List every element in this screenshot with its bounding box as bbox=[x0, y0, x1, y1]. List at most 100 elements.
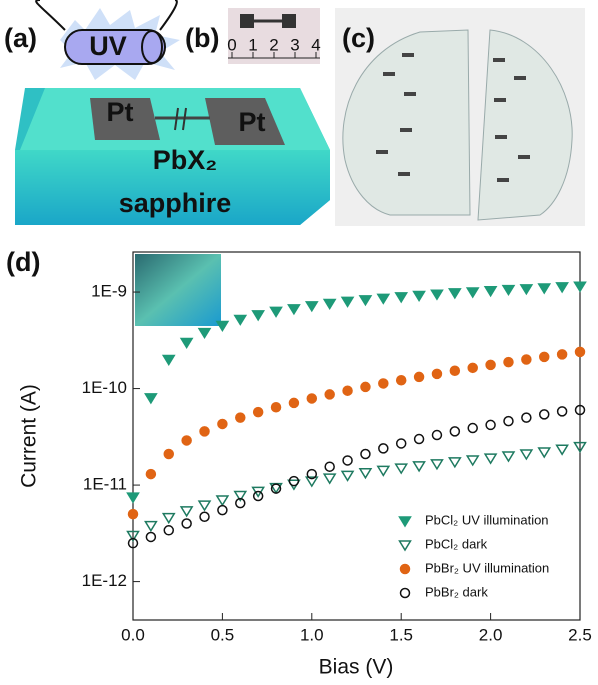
point bbox=[413, 433, 425, 445]
point bbox=[521, 412, 532, 423]
lamp bbox=[64, 29, 166, 65]
point bbox=[503, 415, 514, 427]
point bbox=[465, 287, 480, 299]
point bbox=[199, 426, 210, 437]
y-tick-label: 1E-12 bbox=[82, 571, 127, 590]
point bbox=[501, 284, 516, 297]
film-label: PbX₂ bbox=[153, 145, 218, 175]
point bbox=[449, 426, 461, 437]
point bbox=[519, 284, 534, 296]
panel-label: (c) bbox=[342, 23, 375, 53]
point bbox=[574, 346, 586, 358]
point bbox=[179, 506, 194, 518]
point bbox=[306, 468, 318, 480]
point bbox=[412, 461, 426, 473]
x-tick-label: 1.0 bbox=[300, 625, 324, 644]
substrate-label: sapphire bbox=[119, 188, 232, 218]
panel-label: (b) bbox=[185, 23, 219, 53]
ruler-number: 1 bbox=[248, 35, 257, 54]
point bbox=[483, 453, 498, 465]
point bbox=[519, 449, 534, 461]
ruler-number: 0 bbox=[227, 35, 236, 54]
point bbox=[161, 512, 176, 525]
point bbox=[358, 295, 373, 307]
point bbox=[430, 289, 444, 301]
point bbox=[304, 476, 319, 488]
point bbox=[324, 389, 335, 400]
point bbox=[467, 422, 478, 434]
legend-marker bbox=[399, 587, 411, 599]
point bbox=[126, 492, 140, 504]
point bbox=[376, 293, 391, 305]
point bbox=[394, 463, 409, 475]
point bbox=[378, 378, 389, 389]
point bbox=[145, 531, 157, 543]
point bbox=[537, 283, 552, 295]
point bbox=[322, 473, 337, 485]
point bbox=[127, 508, 139, 520]
panel-label: (d) bbox=[6, 247, 40, 277]
legend-label: PbCl₂ UV illumination bbox=[425, 512, 549, 527]
lamp-end bbox=[141, 30, 163, 64]
electrode-label: Pt bbox=[107, 97, 134, 127]
point bbox=[394, 292, 409, 304]
pad bbox=[282, 14, 296, 28]
point bbox=[360, 381, 371, 393]
point bbox=[235, 412, 246, 423]
point bbox=[501, 451, 516, 463]
legend-marker bbox=[398, 516, 412, 528]
point bbox=[538, 351, 550, 363]
point bbox=[145, 468, 157, 480]
inset-photo bbox=[135, 254, 221, 326]
point bbox=[269, 306, 283, 318]
legend-label: PbBr₂ dark bbox=[425, 584, 488, 599]
point bbox=[324, 461, 335, 472]
pad bbox=[240, 14, 254, 28]
point bbox=[252, 490, 264, 502]
point bbox=[431, 429, 443, 441]
panel-label: (a) bbox=[4, 23, 37, 53]
point bbox=[251, 310, 265, 322]
point bbox=[448, 288, 462, 300]
slab-front bbox=[15, 150, 330, 225]
point bbox=[306, 393, 318, 404]
legend-label: PbCl₂ dark bbox=[425, 536, 488, 551]
point bbox=[537, 447, 552, 459]
gap bbox=[174, 107, 179, 131]
point bbox=[287, 304, 301, 316]
point bbox=[556, 349, 568, 360]
point bbox=[412, 290, 426, 302]
point bbox=[483, 286, 498, 298]
point bbox=[573, 281, 587, 293]
wire bbox=[35, 0, 178, 31]
point bbox=[181, 518, 192, 529]
point bbox=[465, 455, 480, 467]
x-tick-label: 0.0 bbox=[121, 625, 145, 644]
x-axis-title: Bias (V) bbox=[319, 656, 394, 679]
point bbox=[252, 406, 264, 418]
point bbox=[395, 438, 407, 449]
point bbox=[322, 298, 337, 310]
point bbox=[163, 525, 175, 536]
point bbox=[163, 448, 175, 460]
point bbox=[449, 365, 461, 376]
y-tick-label: 1E-9 bbox=[91, 282, 127, 301]
point bbox=[573, 441, 587, 454]
point bbox=[233, 314, 248, 326]
point bbox=[574, 404, 586, 416]
ruler-number: 2 bbox=[269, 35, 278, 54]
point bbox=[288, 475, 300, 487]
point bbox=[217, 418, 228, 430]
legend-marker bbox=[399, 563, 411, 575]
point bbox=[197, 500, 212, 512]
point bbox=[431, 368, 443, 380]
x-tick-label: 2.0 bbox=[479, 625, 503, 644]
electrode-label: Pt bbox=[239, 107, 266, 137]
point bbox=[197, 327, 212, 340]
point bbox=[340, 470, 355, 482]
point bbox=[342, 455, 353, 466]
point bbox=[360, 448, 371, 460]
x-tick-label: 1.5 bbox=[389, 625, 413, 644]
